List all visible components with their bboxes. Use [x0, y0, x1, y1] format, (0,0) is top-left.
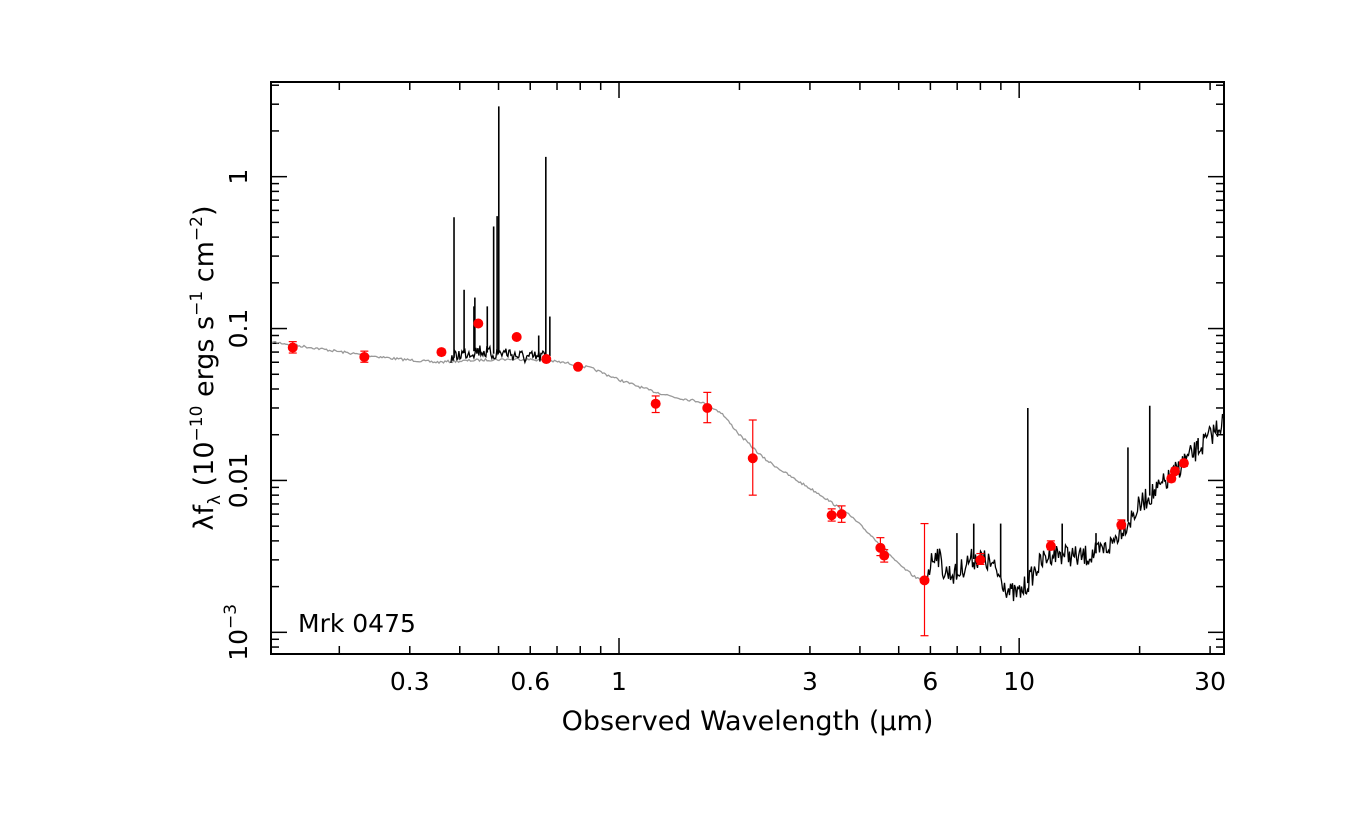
- y-tick-label: 1: [224, 169, 253, 185]
- photometry-point: [702, 391, 713, 424]
- data-point: [511, 331, 522, 342]
- model-template-curve: [270, 340, 924, 581]
- data-point: [1116, 519, 1127, 530]
- photometry-points: [287, 318, 1189, 637]
- photometry-point: [836, 505, 847, 523]
- y-title-mid2: cm: [189, 241, 220, 291]
- y-title-exp2: −1: [187, 291, 207, 316]
- x-tick-label: 30: [1194, 667, 1226, 696]
- photometry-point: [650, 395, 661, 414]
- y-tick-label: 0.1: [224, 309, 253, 349]
- y-title-prefix: λf: [189, 504, 220, 531]
- x-tick-label: 6: [922, 667, 938, 696]
- data-point: [541, 354, 552, 365]
- x-tick-label: 1: [611, 667, 627, 696]
- optical-spectrum: [450, 344, 547, 365]
- data-point: [287, 342, 298, 353]
- x-tick-label: 0.6: [510, 667, 550, 696]
- y-tick-label: 10−3: [221, 604, 253, 661]
- y-title-close: ): [189, 205, 220, 216]
- y-title-open: (10: [189, 441, 220, 494]
- data-point: [359, 351, 370, 362]
- photometry-point: [573, 361, 584, 372]
- y-title-exp1: −10: [187, 406, 207, 442]
- photometry-point: [473, 318, 484, 329]
- x-tick-label: 3: [802, 667, 818, 696]
- data-point: [826, 510, 837, 521]
- y-tick-label: 0.01: [224, 453, 253, 509]
- photometry-point: [436, 347, 447, 358]
- photometry-point: [1178, 458, 1189, 469]
- object-label: Mrk 0475: [298, 609, 416, 638]
- y-title-exp3: −2: [187, 216, 207, 241]
- y-axis-title: λfλ (10−10 ergs s−1 cm−2): [187, 205, 225, 530]
- data-point: [650, 398, 661, 409]
- model-curve: [270, 340, 924, 581]
- photometry-point: [511, 331, 522, 342]
- data-point: [1178, 458, 1189, 469]
- photometry-point: [287, 341, 298, 354]
- data-point: [836, 509, 847, 520]
- photometry-point: [826, 508, 837, 522]
- photometry-point: [919, 522, 930, 637]
- photometry-point: [879, 549, 890, 563]
- plot-frame: [270, 81, 1225, 655]
- observed-spectra: [450, 106, 1225, 602]
- data-point: [875, 542, 886, 553]
- axis-tick-labels: 0.3 0.6 1 3 6 10 30 1 0.1 0.01 10−3: [221, 169, 1226, 696]
- photometry-point: [747, 419, 758, 496]
- data-point: [747, 453, 758, 464]
- data-point: [975, 554, 986, 565]
- data-point: [1045, 541, 1056, 552]
- data-point: [879, 550, 890, 561]
- data-point: [1169, 466, 1180, 477]
- ir-spectrum: [923, 413, 1225, 602]
- photometry-point: [975, 552, 986, 566]
- data-point: [436, 347, 447, 358]
- data-point: [473, 318, 484, 329]
- y-title-sub: λ: [205, 495, 225, 505]
- x-tick-label: 0.3: [390, 667, 430, 696]
- y-title-mid1: ergs s: [189, 316, 220, 406]
- x-tick-label: 10: [1003, 667, 1035, 696]
- data-point: [919, 575, 930, 586]
- photometry-point: [541, 354, 552, 365]
- photometry-point: [1116, 519, 1127, 530]
- x-axis-title: Observed Wavelength (μm): [562, 706, 934, 737]
- photometry-point: [1045, 540, 1056, 552]
- photometry-point: [1169, 466, 1180, 477]
- data-point: [702, 402, 713, 413]
- data-point: [573, 361, 584, 372]
- photometry-point: [359, 350, 370, 363]
- axis-ticks: [271, 82, 1224, 654]
